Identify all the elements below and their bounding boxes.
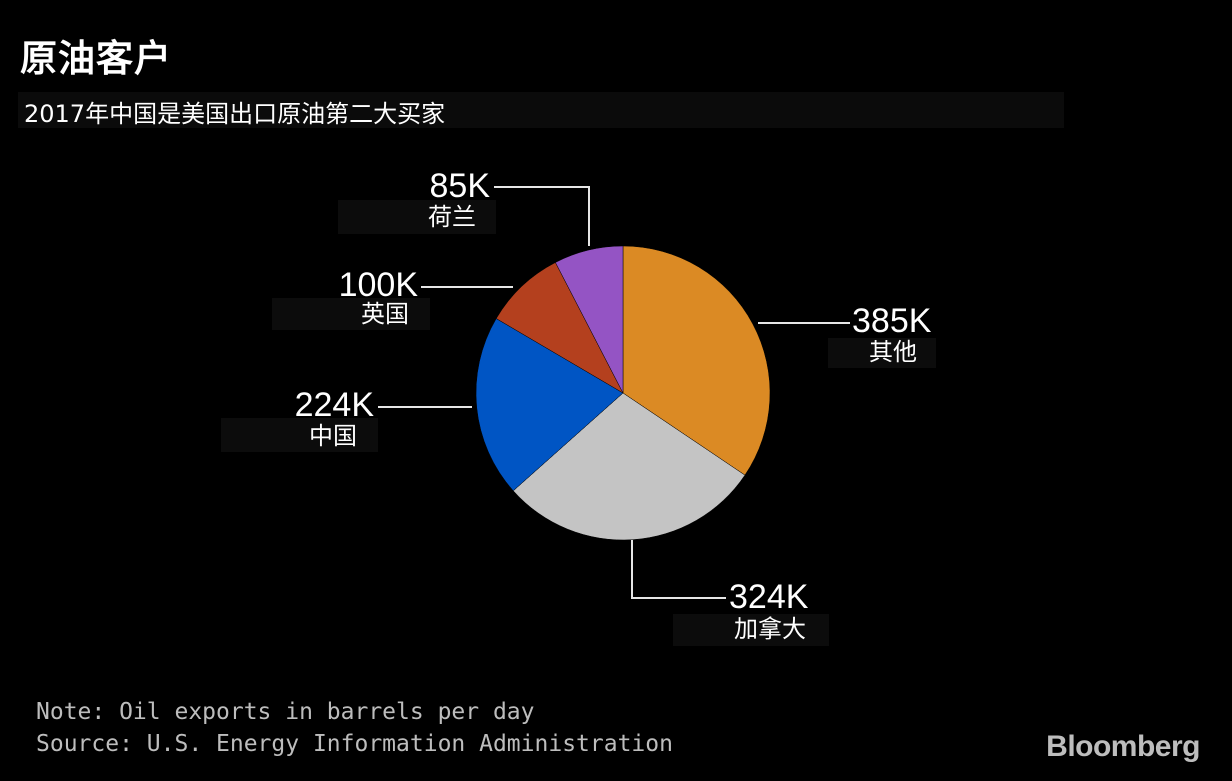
pie-slice-5 [555, 245, 624, 394]
category-label-1: 其他 [869, 338, 917, 366]
source-text: Source: U.S. Energy Information Administ… [36, 731, 673, 757]
value-label-1: 385K [852, 302, 932, 340]
subtitle-band [18, 92, 1064, 128]
label-band-1 [828, 338, 936, 368]
leader-line-2 [631, 540, 726, 599]
label-band-2 [673, 614, 829, 646]
label-band-4 [272, 298, 430, 330]
pie-slice-2 [512, 392, 746, 541]
pie-slice-4 [495, 262, 624, 394]
label-band-3 [221, 418, 378, 452]
category-label-5: 荷兰 [428, 203, 476, 231]
leader-line-5 [494, 186, 590, 246]
value-label-4: 100K [339, 266, 419, 304]
category-label-4: 英国 [361, 300, 409, 328]
category-label-2: 加拿大 [734, 615, 806, 643]
pie-slice-1 [622, 245, 771, 476]
chart-title: 原油客户 [20, 37, 172, 80]
pie-slice-3 [475, 318, 624, 492]
label-band-5 [338, 200, 496, 234]
value-label-3: 224K [295, 386, 375, 424]
value-label-2: 324K [729, 578, 809, 616]
bloomberg-logo: Bloomberg [1046, 730, 1200, 763]
value-label-5: 85K [430, 167, 491, 205]
footer-notes: Note: Oil exports in barrels per day Sou… [36, 696, 673, 760]
note-text: Note: Oil exports in barrels per day [36, 699, 535, 725]
category-label-3: 中国 [309, 422, 357, 450]
pie-slices [475, 245, 771, 541]
chart-subtitle: 2017年中国是美国出口原油第二大买家 [24, 100, 446, 128]
